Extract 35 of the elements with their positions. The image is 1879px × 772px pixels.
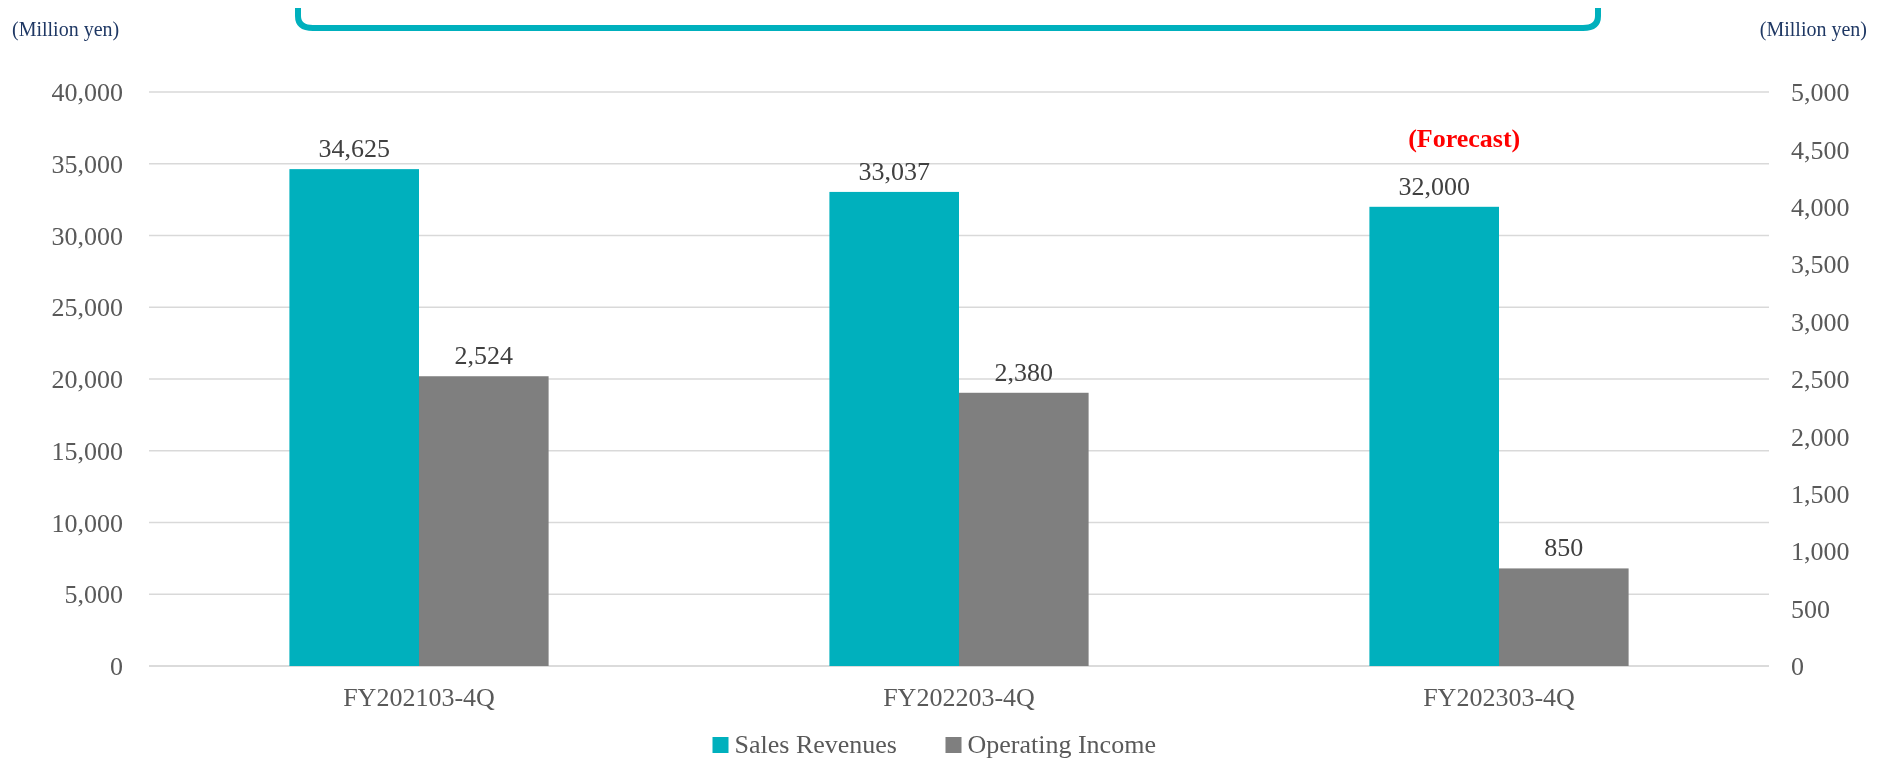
x-tick-label: FY202203-4Q (883, 683, 1036, 712)
y-tick-label: 40,000 (51, 78, 123, 108)
bar (1499, 568, 1629, 666)
data-label: 2,380 (994, 357, 1054, 387)
y-tick-label: 15,000 (51, 436, 123, 466)
y-tick-label: 0 (110, 652, 123, 682)
y-tick-label: 25,000 (51, 293, 123, 323)
y2-tick-label: 2,500 (1791, 365, 1850, 395)
y-tick-label: 20,000 (51, 365, 123, 395)
y2-tick-label: 2,000 (1791, 422, 1850, 452)
y2-tick-label: 4,500 (1791, 135, 1850, 165)
y-tick-label: 35,000 (51, 149, 123, 179)
y2-tick-label: 4,000 (1791, 192, 1850, 222)
y2-tick-label: 3,500 (1791, 250, 1850, 280)
legend-label: Sales Revenues (734, 730, 897, 759)
x-tick-label: FY202103-4Q (343, 683, 496, 712)
data-label: 34,625 (318, 134, 390, 164)
data-label: 33,037 (858, 156, 930, 186)
y2-tick-label: 500 (1791, 594, 1830, 624)
y2-tick-label: 1,000 (1791, 537, 1850, 567)
y-tick-label: 10,000 (51, 508, 123, 538)
y-axis-title: (Million yen) (12, 18, 120, 41)
y-tick-label: 5,000 (64, 580, 123, 610)
x-tick-label: FY202303-4Q (1423, 683, 1576, 712)
y2-tick-label: 5,000 (1791, 78, 1850, 108)
y2-tick-label: 3,000 (1791, 307, 1850, 337)
y2-axis-title: (Million yen) (1759, 18, 1867, 41)
annotation: (Forecast) (1408, 123, 1521, 153)
data-label: 850 (1544, 533, 1584, 563)
y-tick-label: 30,000 (51, 221, 123, 251)
data-label: 32,000 (1398, 171, 1470, 201)
legend-label: Operating Income (967, 730, 1156, 759)
y2-tick-label: 0 (1791, 652, 1804, 682)
data-label: 2,524 (454, 341, 514, 371)
y2-tick-label: 1,500 (1791, 479, 1850, 509)
